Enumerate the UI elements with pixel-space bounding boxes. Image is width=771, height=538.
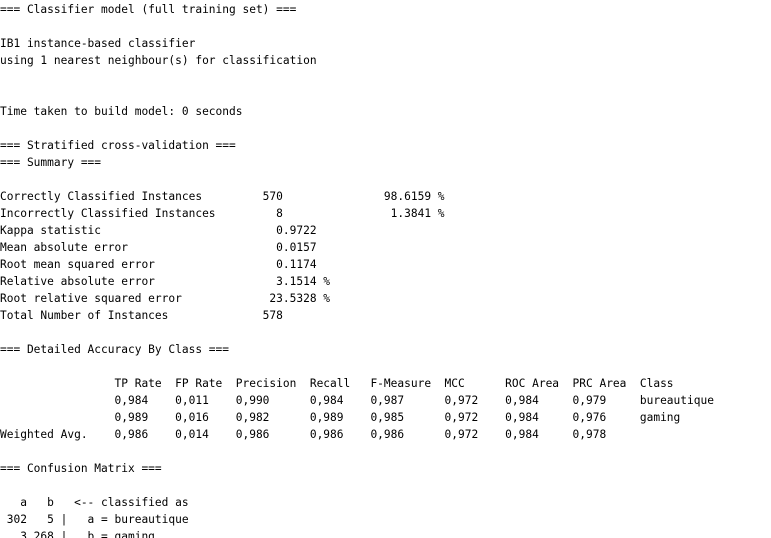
build-time-line: Time taken to build model: 0 seconds — [0, 105, 243, 118]
blank-line — [0, 358, 771, 375]
accuracy-table-header: TP Rate FP Rate Precision Recall F-Measu… — [0, 377, 674, 390]
confusion-matrix-header: a b <-- classified as — [0, 496, 189, 509]
blank-line — [0, 443, 771, 460]
section-header-cross-validation: === Stratified cross-validation === — [0, 139, 236, 152]
stat-mean-absolute-error: Mean absolute error 0.0157 — [0, 241, 317, 254]
blank-line — [0, 477, 771, 494]
accuracy-row-gaming: 0,989 0,016 0,982 0,989 0,985 0,972 0,98… — [0, 411, 681, 424]
stat-root-relative-squared-error: Root relative squared error 23.5328 % — [0, 292, 331, 305]
confusion-matrix-row-b: 3 268 | b = gaming — [0, 530, 155, 538]
blank-line — [0, 171, 771, 188]
section-header-summary: === Summary === — [0, 156, 102, 169]
section-header-detailed-accuracy: === Detailed Accuracy By Class === — [0, 343, 230, 356]
blank-line — [0, 86, 771, 103]
accuracy-row-bureautique: 0,984 0,011 0,990 0,984 0,987 0,972 0,98… — [0, 394, 714, 407]
blank-line — [0, 324, 771, 341]
section-header-classifier-model: === Classifier model (full training set)… — [0, 3, 297, 16]
classifier-name-line: IB1 instance-based classifier — [0, 37, 196, 50]
stat-relative-absolute-error: Relative absolute error 3.1514 % — [0, 275, 331, 288]
stat-incorrectly-classified: Incorrectly Classified Instances 8 1.384… — [0, 207, 445, 220]
stat-kappa: Kappa statistic 0.9722 — [0, 224, 317, 237]
confusion-matrix-row-a: 302 5 | a = bureautique — [0, 513, 189, 526]
stat-total-instances: Total Number of Instances 578 — [0, 309, 283, 322]
accuracy-row-weighted-avg: Weighted Avg. 0,986 0,014 0,986 0,986 0,… — [0, 428, 607, 441]
stat-root-mean-squared-error: Root mean squared error 0.1174 — [0, 258, 317, 271]
blank-line — [0, 18, 771, 35]
stat-correctly-classified: Correctly Classified Instances 570 98.61… — [0, 190, 445, 203]
blank-line — [0, 120, 771, 137]
blank-line — [0, 69, 771, 86]
classifier-params-line: using 1 nearest neighbour(s) for classif… — [0, 54, 317, 67]
section-header-confusion-matrix: === Confusion Matrix === — [0, 462, 162, 475]
